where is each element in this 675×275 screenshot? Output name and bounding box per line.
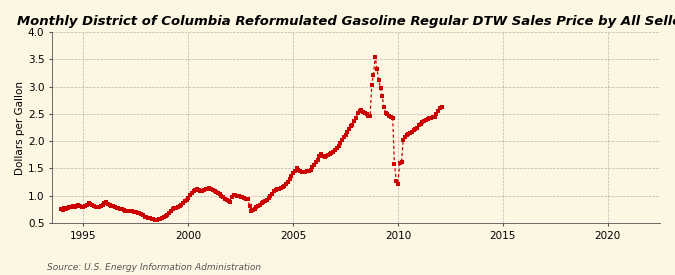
Text: Source: U.S. Energy Information Administration: Source: U.S. Energy Information Administ… [47,263,261,272]
Title: Monthly District of Columbia Reformulated Gasoline Regular DTW Sales Price by Al: Monthly District of Columbia Reformulate… [17,15,675,28]
Y-axis label: Dollars per Gallon: Dollars per Gallon [15,81,25,175]
